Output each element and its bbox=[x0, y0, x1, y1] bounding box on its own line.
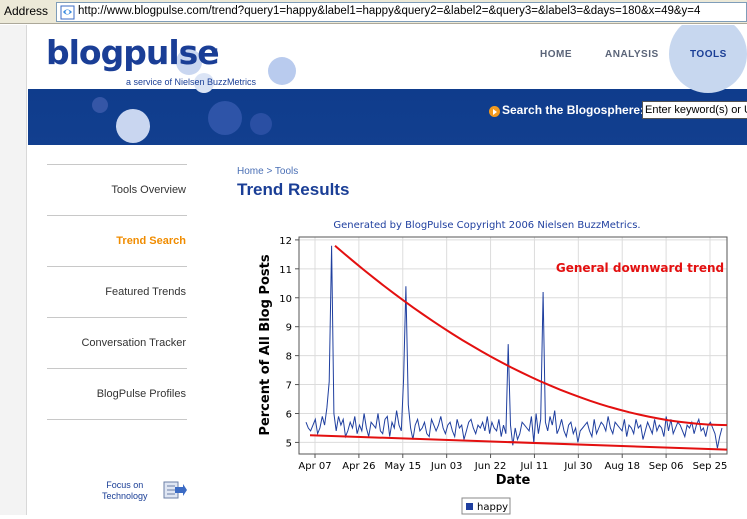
sidebar: Tools Overview Trend Search Featured Tre… bbox=[47, 164, 187, 420]
decorative-bubble bbox=[268, 57, 296, 85]
x-tick-label: Aug 18 bbox=[605, 461, 640, 472]
nav-tools[interactable]: TOOLS bbox=[690, 49, 727, 60]
legend-label: happy bbox=[477, 502, 508, 513]
sidebar-item-conversation-tracker[interactable]: Conversation Tracker bbox=[47, 317, 187, 368]
y-axis-label: Percent of All Blog Posts bbox=[258, 254, 273, 435]
x-tick-label: Jul 11 bbox=[519, 461, 548, 472]
legend-swatch bbox=[466, 503, 473, 510]
tools-highlight bbox=[669, 25, 747, 93]
browser-address-bar: Address http://www.blogpulse.com/trend?q… bbox=[0, 0, 747, 24]
decorative-bubble bbox=[116, 109, 150, 143]
decorative-bubble bbox=[176, 49, 202, 75]
nav-home[interactable]: HOME bbox=[540, 49, 572, 60]
y-tick-label: 6 bbox=[286, 409, 292, 420]
x-tick-label: Jul 30 bbox=[563, 461, 592, 472]
technology-icon[interactable] bbox=[163, 480, 188, 500]
lower-trend-line bbox=[309, 434, 728, 451]
focus-line-2: Technology bbox=[102, 491, 148, 501]
address-field[interactable]: http://www.blogpulse.com/trend?query1=ha… bbox=[56, 2, 747, 22]
trend-annotation: General downward trend bbox=[556, 261, 724, 275]
address-label: Address bbox=[4, 4, 49, 18]
decorative-bubble bbox=[92, 97, 108, 113]
x-tick-label: Sep 25 bbox=[693, 461, 728, 472]
y-tick-label: 10 bbox=[279, 294, 292, 305]
nav-analysis[interactable]: ANALYSIS bbox=[605, 49, 659, 60]
upper-trend-line bbox=[334, 244, 728, 427]
y-tick-label: 7 bbox=[286, 381, 292, 392]
header-top bbox=[28, 25, 747, 89]
trademark: ™ bbox=[211, 47, 219, 56]
y-tick-label: 9 bbox=[286, 323, 292, 334]
x-tick-label: May 15 bbox=[384, 461, 421, 472]
decorative-bubble bbox=[250, 113, 272, 135]
series-happy-line bbox=[305, 245, 723, 449]
legend-box bbox=[461, 497, 511, 515]
focus-line-1: Focus on bbox=[106, 480, 144, 490]
sidebar-item-blogpulse-profiles[interactable]: BlogPulse Profiles bbox=[47, 368, 187, 419]
y-tick-label: 12 bbox=[279, 236, 292, 247]
tagline: a service of Nielsen BuzzMetrics bbox=[126, 77, 257, 87]
blogpulse-logo[interactable]: blogpulse bbox=[46, 33, 220, 72]
left-gutter bbox=[0, 25, 27, 515]
x-tick-label: Apr 26 bbox=[342, 461, 375, 472]
page-icon bbox=[60, 5, 75, 20]
trend-chart: Generated by BlogPulse Copyright 2006 Ni… bbox=[250, 214, 747, 515]
sidebar-item-trend-search[interactable]: Trend Search bbox=[47, 215, 187, 266]
breadcrumb[interactable]: Home > Tools bbox=[237, 166, 299, 177]
x-tick-label: Jun 22 bbox=[474, 461, 507, 472]
arrow-icon bbox=[489, 106, 500, 117]
chart-title: Generated by BlogPulse Copyright 2006 Ni… bbox=[333, 220, 640, 231]
sidebar-item-tools-overview[interactable]: Tools Overview bbox=[47, 164, 187, 215]
y-tick-label: 5 bbox=[286, 438, 292, 449]
x-tick-label: Jun 03 bbox=[430, 461, 463, 472]
x-tick-label: Apr 07 bbox=[298, 461, 331, 472]
chart-svg: Generated by BlogPulse Copyright 2006 Ni… bbox=[258, 220, 728, 515]
search-label: Search the Blogosphere: bbox=[502, 103, 645, 117]
x-tick-label: Sep 06 bbox=[649, 461, 684, 472]
decorative-bubble bbox=[194, 73, 214, 93]
search-input[interactable] bbox=[642, 101, 747, 119]
decorative-bubble bbox=[208, 101, 242, 135]
focus-on-technology-link[interactable]: Focus on Technology bbox=[102, 480, 148, 502]
sidebar-item-featured-trends[interactable]: Featured Trends bbox=[47, 266, 187, 317]
y-tick-label: 11 bbox=[279, 265, 292, 276]
y-tick-label: 8 bbox=[286, 352, 292, 363]
plot-frame bbox=[298, 236, 728, 455]
page-title: Trend Results bbox=[237, 180, 350, 199]
sidebar-divider bbox=[47, 419, 187, 420]
address-url[interactable]: http://www.blogpulse.com/trend?query1=ha… bbox=[78, 5, 701, 17]
legend: happy bbox=[461, 497, 511, 515]
x-axis-label: Date bbox=[496, 473, 531, 488]
site-header: blogpulse ™ a service of Nielsen BuzzMet… bbox=[28, 25, 747, 145]
